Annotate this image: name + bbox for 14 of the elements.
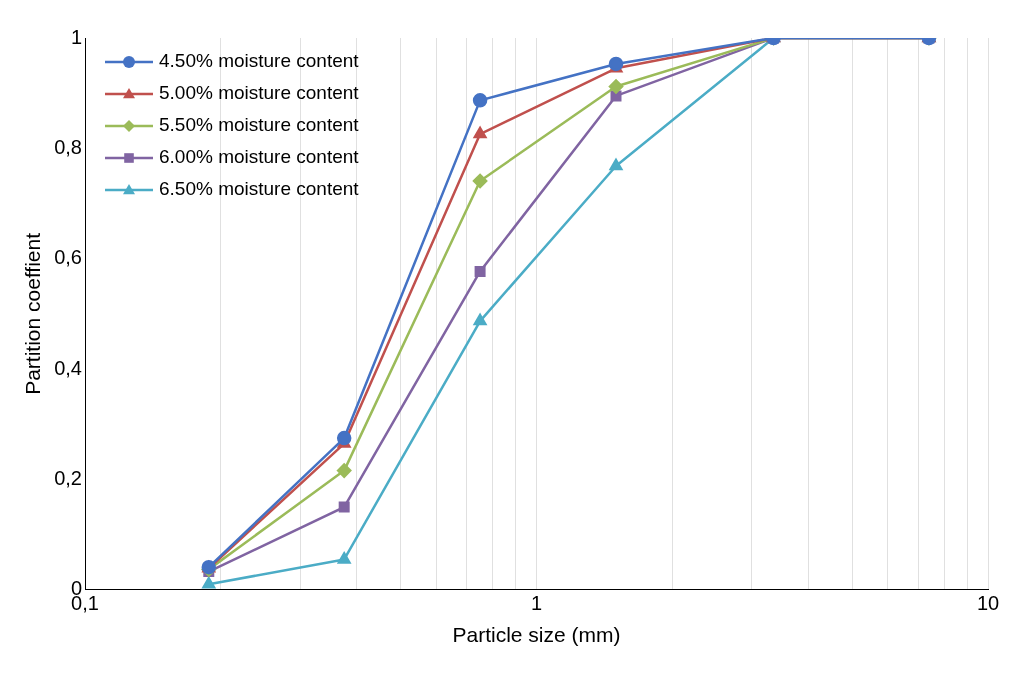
- x-tick-label: 1: [530, 592, 543, 615]
- y-tick-label: 1: [70, 25, 82, 48]
- x-tick-label: 10: [976, 592, 1000, 615]
- y-tick-label: 0,4: [54, 356, 82, 379]
- y-tick-label: 0,6: [54, 246, 82, 269]
- legend-label: 6.00% moisture content: [159, 146, 360, 168]
- legend-label: 4.50% moisture content: [159, 50, 360, 72]
- legend-label: 5.50% moisture content: [159, 114, 360, 136]
- legend-label: 6.50% moisture content: [159, 178, 360, 200]
- y-tick-label: 0,8: [54, 135, 82, 158]
- legend-label: 5.00% moisture content: [159, 82, 360, 104]
- y-tick-label: 0,2: [54, 466, 82, 489]
- y-axis-title: Partition coeffient: [21, 232, 45, 395]
- x-axis-title: Particle size (mm): [452, 623, 621, 647]
